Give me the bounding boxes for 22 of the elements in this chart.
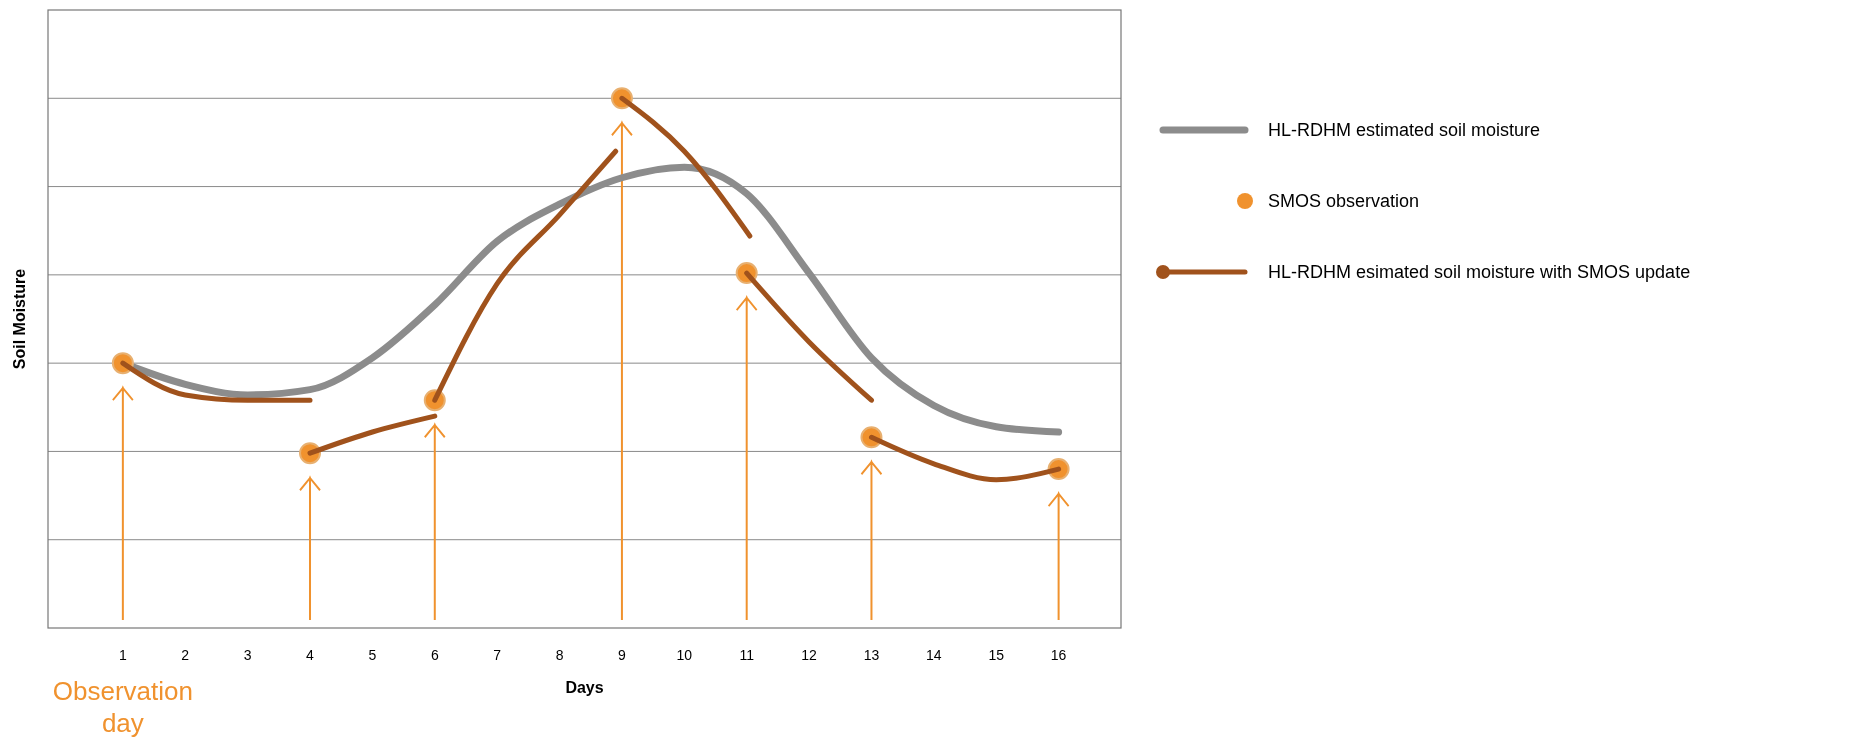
x-tick-label: 8 (555, 647, 564, 663)
x-tick-label: 4 (306, 647, 315, 663)
legend-label: HL-RDHM esimated soil moisture with SMOS update (1268, 262, 1691, 282)
legend-label: HL-RDHM estimated soil moisture (1268, 120, 1541, 140)
x-tick-label: 1 (118, 647, 127, 663)
x-tick-label: 12 (801, 647, 818, 663)
y-axis-title: Soil Moisture (11, 268, 28, 370)
x-tick-label: 7 (493, 647, 502, 663)
x-tick-label: 16 (1050, 647, 1067, 663)
x-tick-label: 2 (181, 647, 190, 663)
x-tick-label: 13 (863, 647, 880, 663)
x-axis-title: Days (565, 679, 604, 696)
x-tick-label: 11 (739, 647, 755, 663)
x-tick-label: 14 (926, 647, 942, 663)
x-tick-label: 5 (368, 647, 377, 663)
x-tick-label: 15 (988, 647, 1005, 663)
legend-label: SMOS observation (1268, 191, 1420, 211)
text: Observation day (52, 676, 193, 738)
x-tick-label: 6 (430, 647, 439, 663)
x-tick-label: 3 (243, 647, 252, 663)
x-tick-label: 9 (618, 647, 627, 663)
x-tick-label: 10 (676, 647, 693, 663)
